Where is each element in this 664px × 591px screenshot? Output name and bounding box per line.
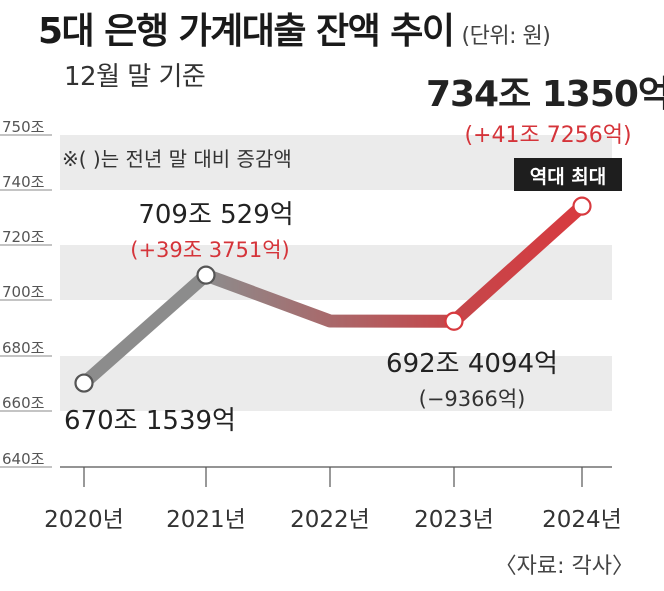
- y-tick-label: 700조: [2, 283, 45, 301]
- data-point: [196, 265, 216, 285]
- value-label: 670조 1539억: [64, 406, 236, 436]
- x-tick-label: 2024년: [542, 507, 622, 533]
- basis-label: 12월 말 기준: [64, 62, 206, 92]
- grid-band: [60, 356, 612, 411]
- value-label: 692조 4094억: [386, 349, 558, 379]
- value-label: 734조 1350억: [426, 74, 664, 115]
- y-tick-label: 720조: [2, 228, 45, 246]
- data-point: [74, 373, 94, 393]
- data-point: [444, 311, 464, 331]
- unit-label: (단위: 원): [461, 24, 551, 49]
- x-axis: 2020년 2021년 2022년 2023년 2024년: [44, 466, 622, 533]
- series-line: [77, 199, 589, 390]
- x-tick-label: 2022년: [290, 507, 370, 533]
- badge-label: 역대 최대: [530, 166, 607, 188]
- record-badge: 역대 최대: [514, 158, 622, 191]
- y-tick-label: 750조: [2, 118, 45, 136]
- value-label: 709조 529억: [138, 200, 293, 230]
- point-markers: [74, 196, 592, 393]
- grid-bands: [60, 135, 612, 411]
- y-tick-label: 740조: [2, 173, 45, 191]
- change-label: (+41조 7256억): [464, 123, 631, 148]
- y-tick-label: 680조: [2, 339, 45, 357]
- source-label: 〈자료: 각사〉: [494, 554, 634, 579]
- x-tick-label: 2023년: [414, 507, 494, 533]
- data-point: [572, 196, 592, 216]
- title-block: 5대 은행 가계대출 잔액 추이 (단위: 원): [38, 2, 551, 54]
- change-label: (+39조 3751억): [130, 238, 289, 262]
- footnote: ※( )는 전년 말 대비 증감액: [62, 147, 292, 171]
- change-label: (−9366억): [419, 387, 526, 411]
- chart-title: 5대 은행 가계대출 잔액 추이: [38, 11, 455, 52]
- badge-background: [514, 158, 622, 191]
- x-tick-label: 2021년: [166, 507, 246, 533]
- series-segment: [199, 199, 589, 328]
- series-segment: [77, 268, 213, 390]
- y-tick-label: 660조: [2, 394, 45, 412]
- value-labels: 670조 1539억 709조 529억 (+39조 3751억) 692조 4094…: [64, 74, 664, 436]
- x-tick-label: 2020년: [44, 507, 124, 533]
- y-axis: 640조 660조 680조 700조 720조 740조 750조: [0, 118, 52, 468]
- y-tick-label: 640조: [2, 450, 45, 468]
